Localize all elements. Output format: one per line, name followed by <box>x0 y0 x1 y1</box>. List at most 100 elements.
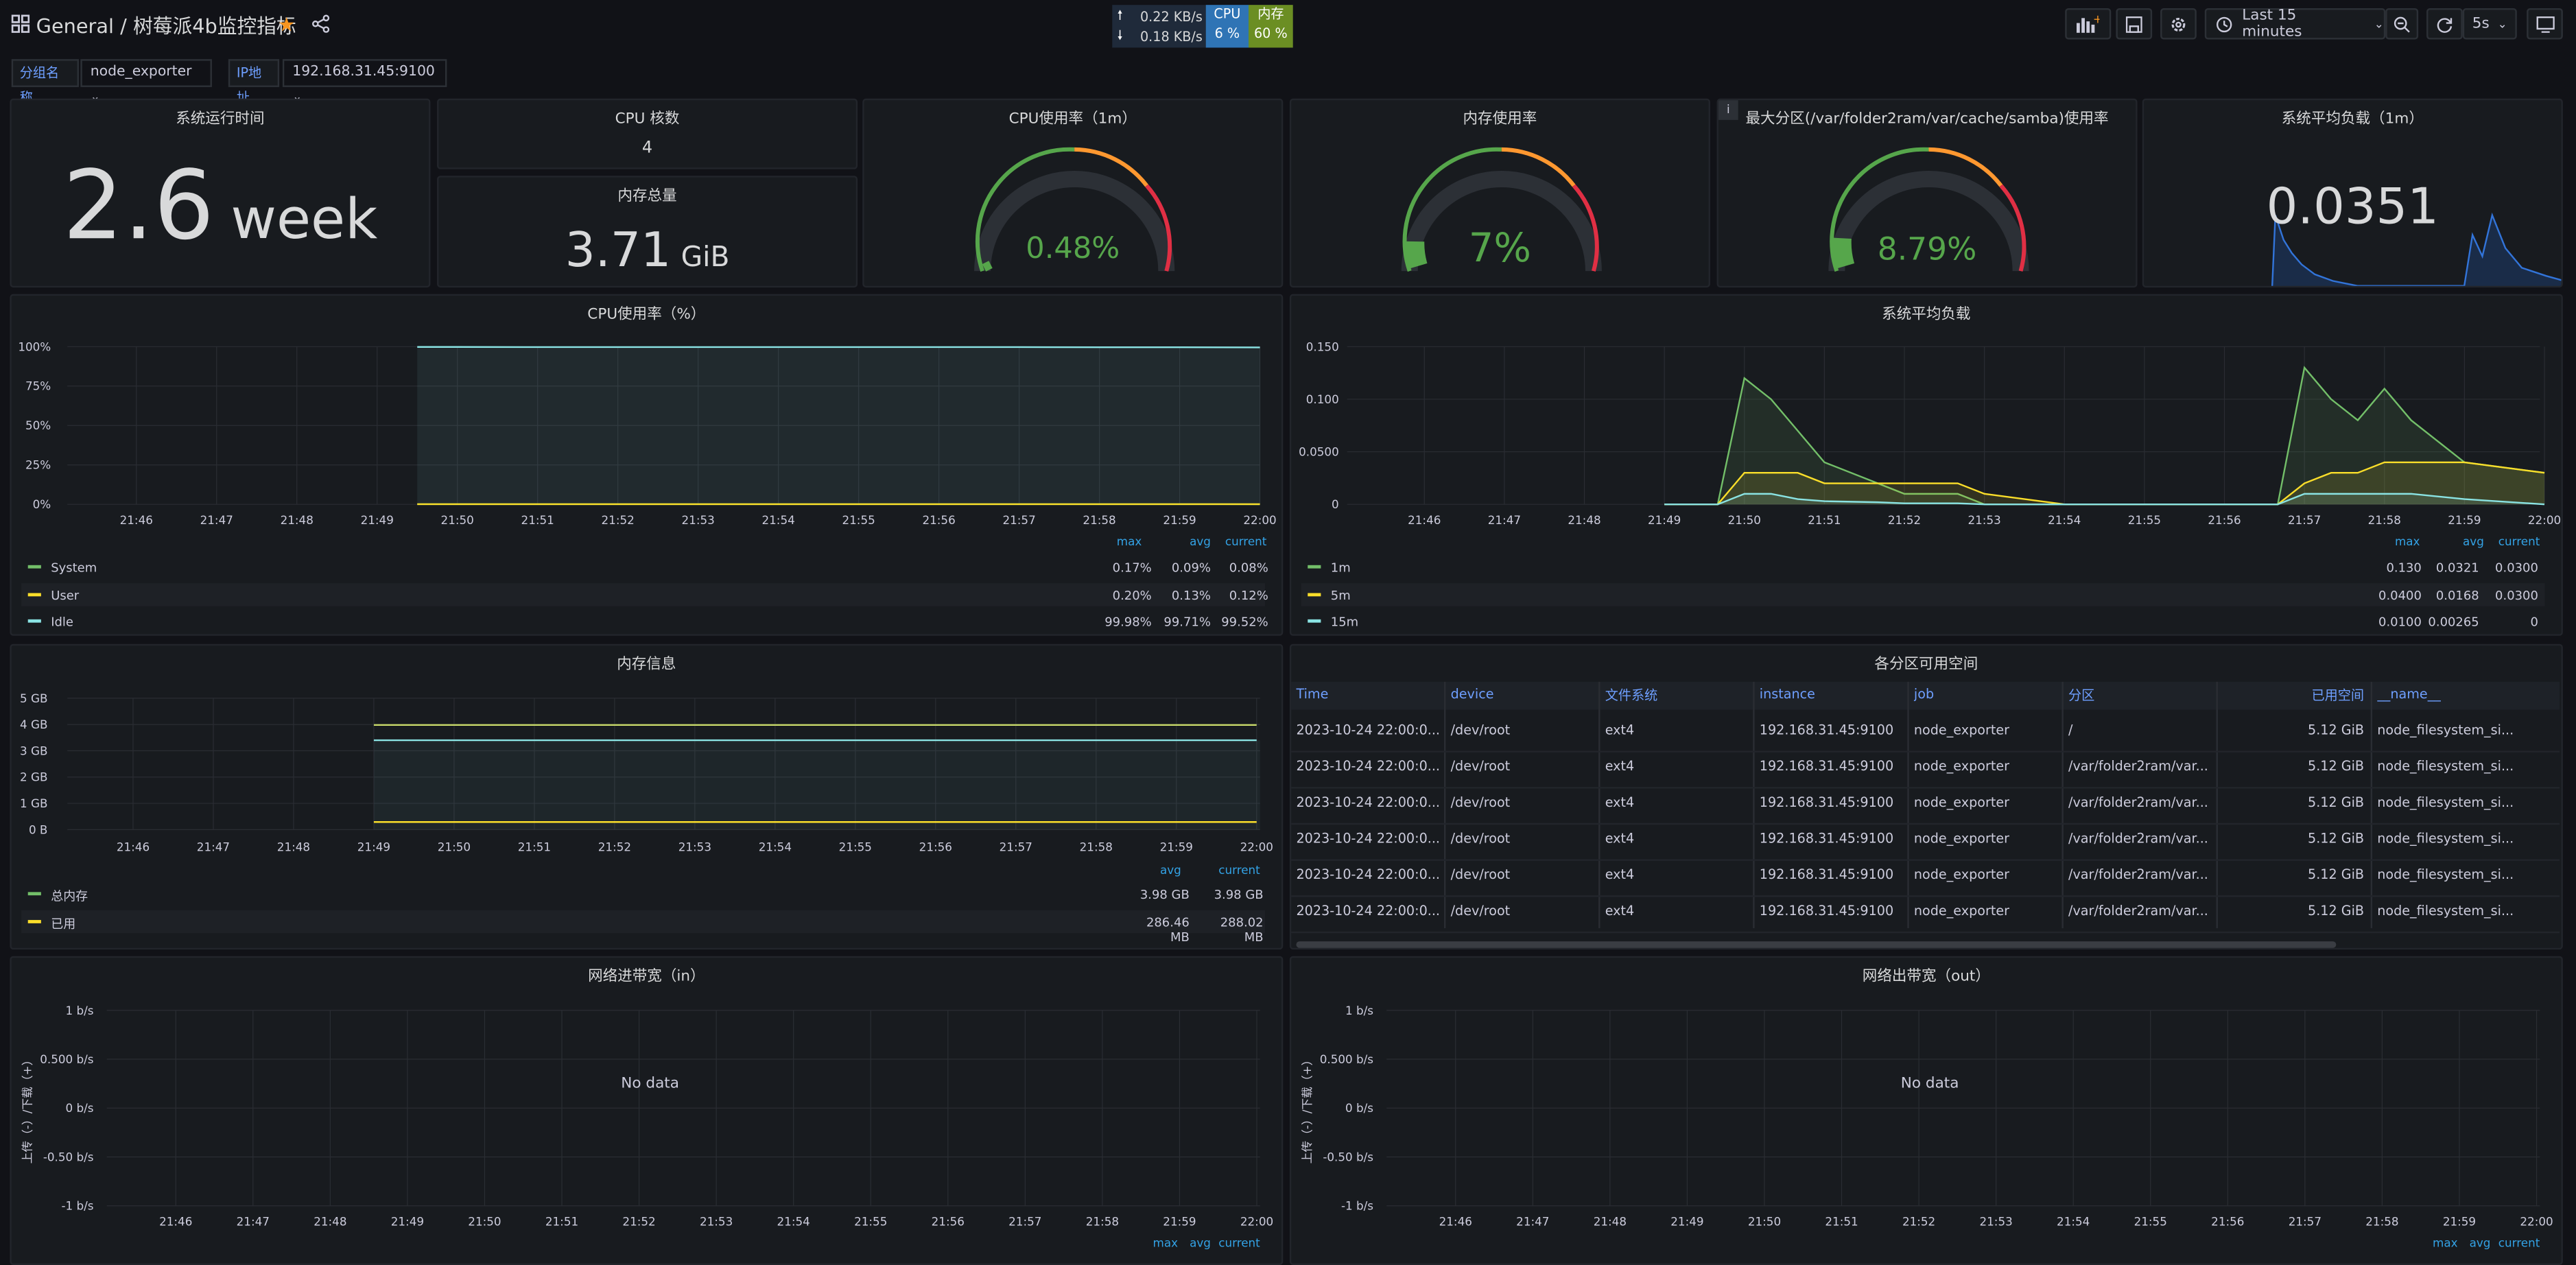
legend-row[interactable]: 已用 286.46 MB 288.02 MB <box>21 909 1265 944</box>
info-icon[interactable]: i <box>1718 100 1738 120</box>
table-header-cell[interactable]: instance <box>1759 687 1815 702</box>
table-row[interactable] <box>1291 716 2560 753</box>
netout-ytick: 1 b/s <box>1345 1004 1373 1017</box>
netout-xtick: 21:59 <box>2443 1214 2476 1228</box>
legend-swatch <box>1308 619 1321 623</box>
share-icon[interactable] <box>312 14 330 38</box>
table-cell: ext4 <box>1605 795 1635 810</box>
load-ytick: 0.100 <box>1306 392 1339 406</box>
table-header-cell[interactable]: 已用空间 <box>2311 688 2365 703</box>
cpu-cores-value: 4 <box>641 139 653 158</box>
netin-ytick: 1 b/s <box>66 1004 94 1017</box>
refresh-interval-picker[interactable]: 5s ⌄ <box>2462 8 2517 40</box>
breadcrumb-folder[interactable]: General <box>36 14 114 38</box>
zoom-out-button[interactable] <box>2385 8 2419 40</box>
legend-row[interactable]: 5m 0.0400 0.0168 0.0300 <box>1301 582 2545 606</box>
netin-xtick: 21:48 <box>314 1214 346 1228</box>
table-cell: 2023-10-24 22:00:0... <box>1296 722 1441 738</box>
table-header-cell[interactable]: __name__ <box>2377 687 2441 702</box>
cpu-xtick: 21:55 <box>842 513 875 525</box>
add-panel-button[interactable]: + <box>2065 8 2112 40</box>
legend-current-value: 3.98 GB <box>1214 887 1264 902</box>
table-row[interactable] <box>1291 753 2560 789</box>
table-header-cell[interactable]: Time <box>1296 687 1329 702</box>
group-variable-select[interactable]: node_exporter ⌄ <box>80 59 212 104</box>
mem-ytick: 2 GB <box>20 770 47 784</box>
legend-row[interactable]: User 0.20% 0.13% 0.12% <box>21 582 1268 606</box>
legend-row[interactable]: Idle 99.98% 99.71% 99.52% <box>21 609 1268 632</box>
legend-row[interactable]: 1m 0.130 0.0321 0.0300 <box>1301 555 2545 578</box>
cpu-ytick: 50% <box>25 418 51 432</box>
legend-max-value: 0.0100 <box>2378 614 2422 630</box>
star-icon[interactable]: ★ <box>277 13 296 36</box>
apps-grid-icon[interactable] <box>11 14 30 34</box>
netin-xtick: 21:53 <box>700 1214 733 1228</box>
legend-row[interactable]: 总内存 3.98 GB 3.98 GB <box>21 882 1265 906</box>
refresh-button[interactable] <box>2426 8 2463 40</box>
mem-xtick: 21:54 <box>759 840 792 853</box>
table-header-cell[interactable]: job <box>1913 687 1935 702</box>
legend-max-value: 0.0400 <box>2378 587 2422 602</box>
table-cell: ext4 <box>1605 831 1635 847</box>
legend-row[interactable]: 15m 0.0100 0.00265 0 <box>1301 609 2545 632</box>
net-in-panel: 网络进带宽（in） 1 b/s 0.500 b/s 0 b/s -0.50 b/s -1… <box>10 956 1284 1265</box>
time-picker[interactable]: Last 15 minutes ⌄ <box>2204 8 2386 40</box>
cpu-xtick: 21:54 <box>762 513 795 525</box>
legend-header-current: current <box>2498 1237 2540 1251</box>
table-header-cell[interactable]: device <box>1450 687 1494 702</box>
load-area-1m <box>1664 367 2545 505</box>
netin-xtick: 22:00 <box>1240 1214 1273 1228</box>
dashboard-title[interactable]: 树莓派4b监控指标 <box>132 14 296 38</box>
table-cell: /var/folder2ram/var... <box>2068 867 2208 882</box>
table-row[interactable] <box>1291 788 2560 825</box>
table-cell: ext4 <box>1605 722 1635 738</box>
load-1m-title: 系统平均负载（1m） <box>2281 111 2424 128</box>
cpu-xtick: 22:00 <box>1243 513 1276 525</box>
settings-button[interactable] <box>2160 8 2197 40</box>
download-speed: 0.18 KB/s <box>1139 29 1203 45</box>
legend-avg-value: 99.71% <box>1163 614 1211 630</box>
legend-row[interactable]: System 0.17% 0.09% 0.08% <box>21 555 1268 578</box>
save-dashboard-button[interactable] <box>2116 8 2153 40</box>
upload-speed: 0.22 KB/s <box>1139 10 1203 25</box>
network-speed-widget: 🠕 0.22 KB/s 🠗 0.18 KB/s CPU 6 % 内存 60 % <box>1112 5 1293 48</box>
cpu-xtick: 21:50 <box>441 513 474 525</box>
table-cell: 192.168.31.45:9100 <box>1759 831 1894 847</box>
load-xtick: 21:47 <box>1488 513 1521 525</box>
load-xtick: 21:55 <box>2128 513 2161 525</box>
table-horizontal-scrollbar[interactable] <box>1296 941 2337 948</box>
table-cell: node_filesystem_si... <box>2377 903 2514 919</box>
table-row[interactable] <box>1291 861 2560 897</box>
legend-header-current: current <box>2498 535 2540 549</box>
table-row[interactable] <box>1291 825 2560 861</box>
load-xtick: 21:51 <box>1808 513 1841 525</box>
download-arrow-icon: 🠗 <box>1117 27 1123 43</box>
legend-header-avg: avg <box>2469 1237 2491 1251</box>
legend-current-value: 0.12% <box>1229 587 1268 602</box>
tv-mode-button[interactable] <box>2527 8 2563 40</box>
table-cell: /dev/root <box>1450 759 1511 774</box>
cpu-xtick: 21:59 <box>1163 513 1196 525</box>
table-header-cell[interactable]: 分区 <box>2068 688 2095 703</box>
mem-xtick: 21:51 <box>518 840 551 853</box>
mem-badge: 内存 60 % <box>1249 5 1293 48</box>
net-in-chart: 1 b/s 0.500 b/s 0 b/s -0.50 b/s -1 b/s 21:46 2… <box>21 1004 1274 1229</box>
breadcrumb: General / 树莓派4b监控指标 <box>36 12 296 40</box>
table-row[interactable] <box>1291 897 2560 934</box>
legend-header-avg: avg <box>2463 535 2484 549</box>
load-xtick: 21:54 <box>2048 513 2081 525</box>
mem-ytick: 1 GB <box>20 796 47 810</box>
mem-usage-gauge <box>1401 147 1602 272</box>
legend-avg-value: 0.00265 <box>2428 614 2479 630</box>
breadcrumb-separator: / <box>120 14 127 38</box>
table-header-cell[interactable]: 文件系统 <box>1605 688 1658 703</box>
mem-ytick: 0 B <box>29 823 47 836</box>
table-cell: /dev/root <box>1450 722 1511 738</box>
ip-variable-select[interactable]: 192.168.31.45:9100 ⌄ <box>282 59 447 104</box>
load-xtick: 21:52 <box>1888 513 1921 525</box>
uptime-number: 2.6 <box>62 149 215 261</box>
netout-xtick: 21:52 <box>1902 1214 1935 1228</box>
mem-xtick: 21:47 <box>197 840 230 853</box>
legend-current-value: 0.08% <box>1229 560 1268 576</box>
table-cell: 192.168.31.45:9100 <box>1759 795 1894 810</box>
